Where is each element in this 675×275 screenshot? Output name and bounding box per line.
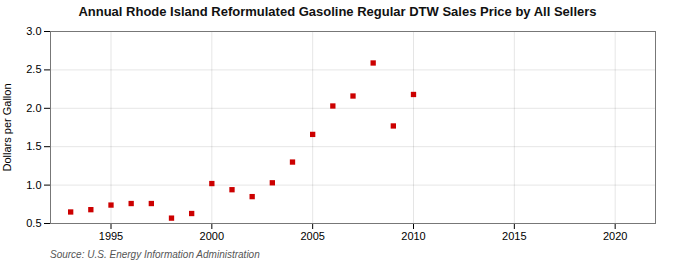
svg-text:3.0: 3.0 <box>26 25 41 37</box>
svg-text:2.5: 2.5 <box>26 63 41 75</box>
svg-text:2.0: 2.0 <box>26 102 41 114</box>
svg-text:0.5: 0.5 <box>26 217 41 229</box>
svg-text:Dollars per Gallon: Dollars per Gallon <box>1 83 13 171</box>
svg-text:2010: 2010 <box>401 230 425 242</box>
svg-text:2015: 2015 <box>502 230 526 242</box>
svg-text:1.0: 1.0 <box>26 179 41 191</box>
svg-text:2020: 2020 <box>603 230 627 242</box>
svg-text:1995: 1995 <box>99 230 123 242</box>
svg-text:1.5: 1.5 <box>26 140 41 152</box>
svg-text:2005: 2005 <box>300 230 324 242</box>
html-text:Annual Rhode Island Reformulat: Annual Rhode Island Reformulated Gasolin… <box>78 4 597 19</box>
html-text:Source: U.S. Energy Informatio: Source: U.S. Energy Information Administ… <box>50 249 260 260</box>
svg-text:2000: 2000 <box>200 230 224 242</box>
